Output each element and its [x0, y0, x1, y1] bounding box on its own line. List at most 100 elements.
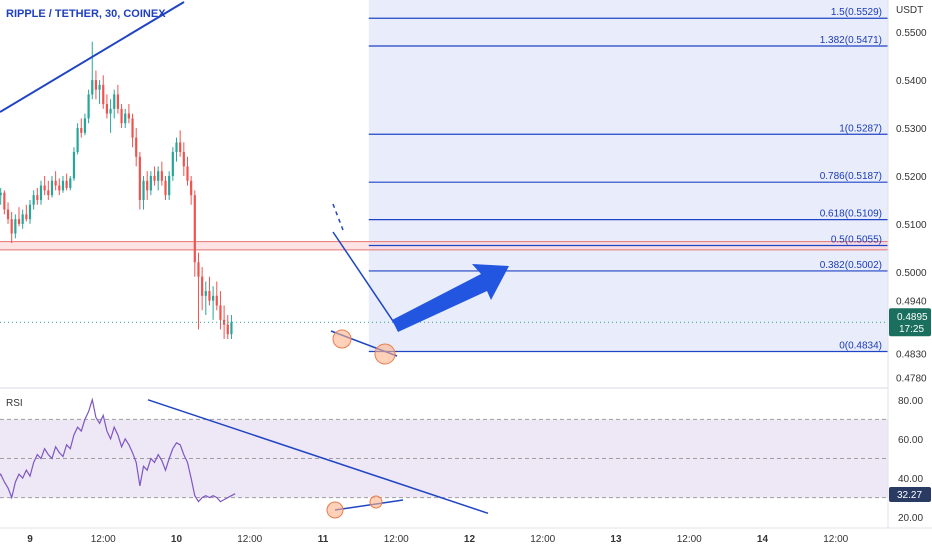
rsi-tick-label: 20.00: [898, 513, 923, 524]
uptrend-line: [0, 1, 185, 113]
candle-body: [25, 214, 28, 220]
bar-countdown: 17:25: [899, 324, 924, 335]
candle-body: [186, 166, 189, 181]
candle-body: [109, 108, 112, 114]
low-marker-circle: [374, 343, 396, 365]
candle-body: [0, 192, 2, 196]
rsi-levels: [0, 418, 888, 499]
price-pane[interactable]: 1.5(0.5529) 1.382(0.5471) 1(0.5287) 0.786(0…: [0, 0, 889, 365]
candle-body: [208, 291, 211, 301]
candle-body: [142, 180, 145, 200]
candle-body: [135, 137, 138, 157]
candle-body: [76, 128, 79, 153]
candle-body: [65, 180, 68, 188]
price-tick-label: 0.5000: [896, 268, 927, 279]
candle-body: [50, 180, 54, 196]
time-tick-label: 12: [464, 534, 476, 545]
candle-body: [131, 118, 134, 138]
low-marker-circle: [332, 329, 352, 349]
rsi-tick-label: 80.00: [898, 396, 923, 407]
candle-body: [80, 128, 83, 133]
time-tick-label: 12:00: [677, 534, 702, 545]
candle-body: [153, 175, 156, 181]
time-tick-label: 12:00: [237, 534, 262, 545]
candle-body: [175, 142, 178, 153]
candle-body: [171, 152, 174, 176]
candle-body: [219, 305, 222, 320]
time-tick-label: 14: [757, 534, 769, 545]
candle-body: [164, 180, 167, 196]
rsi-pane[interactable]: [0, 397, 888, 519]
rsi-tick-label: 60.00: [898, 435, 923, 446]
candle-body: [201, 276, 204, 296]
candlestick-series: [0, 41, 233, 340]
current-price-badge: 0.4895 17:25: [889, 308, 931, 337]
time-tick-label: 9: [27, 534, 33, 545]
price-tick-label: 0.5400: [896, 76, 927, 87]
time-tick-label: 12:00: [823, 534, 848, 545]
price-axis[interactable]: 0.5500 0.5400 0.5300 0.5200 0.5100 0.5000 0.49…: [896, 28, 927, 384]
candle-body: [47, 190, 50, 196]
candle-body: [160, 171, 163, 181]
candle-body: [28, 204, 32, 220]
candle-body: [43, 185, 46, 191]
fib-level-label: 0(0.4834): [839, 340, 882, 351]
candle-body: [6, 209, 10, 220]
candle-body: [58, 185, 61, 191]
candle-body: [116, 94, 119, 109]
candle-body: [102, 84, 105, 105]
candle-body: [182, 152, 185, 167]
candle-body: [87, 94, 90, 119]
trend-drawings[interactable]: [0, 1, 888, 365]
rsi-tick-label: 40.00: [898, 474, 923, 485]
candle-body: [69, 178, 72, 188]
time-axis[interactable]: 9 12:00 10 12:00 11 12:00 12 12:00 13 12:00 14 12:0…: [27, 534, 848, 545]
candle-body: [72, 152, 76, 179]
time-tick-label: 12:00: [91, 534, 116, 545]
candle-body: [120, 108, 123, 124]
rsi-low-circle: [369, 495, 383, 509]
rsi-low-circle: [326, 501, 344, 519]
candle-body: [83, 118, 87, 133]
candle-body: [212, 295, 215, 301]
fib-level-label: 1.382(0.5471): [820, 35, 882, 46]
candle-body: [14, 219, 17, 234]
candle-body: [91, 80, 94, 95]
time-tick-label: 12:00: [530, 534, 555, 545]
candle-body: [230, 322, 233, 335]
price-badge-bg: [889, 308, 931, 337]
candle-body: [124, 113, 127, 124]
candle-body: [21, 214, 24, 224]
candle-body: [61, 180, 65, 191]
candle-body: [190, 180, 193, 196]
time-tick-label: 13: [610, 534, 622, 545]
fib-level-label: 0.382(0.5002): [820, 260, 882, 271]
fibonacci-levels[interactable]: 1.5(0.5529) 1.382(0.5471) 1(0.5287) 0.786(0…: [368, 7, 888, 353]
candle-body: [127, 113, 130, 119]
fib-level-label: 0.5(0.5055): [831, 235, 882, 246]
candle-body: [226, 324, 229, 335]
rsi-axis[interactable]: 80.00 60.00 40.00 20.00: [898, 396, 923, 524]
candle-body: [36, 195, 39, 200]
candle-body: [94, 80, 98, 90]
candle-body: [204, 291, 207, 296]
candle-body: [197, 262, 200, 277]
price-tick-label: 0.4830: [896, 349, 927, 360]
bullish-arrow: [392, 264, 509, 332]
candle-body: [179, 142, 182, 153]
candle-body: [149, 175, 152, 191]
price-tick-label: 0.4780: [896, 373, 927, 384]
rsi-divergence-line: [334, 499, 404, 511]
price-tick-label: 0.4940: [896, 297, 927, 308]
candle-body: [215, 295, 218, 306]
candle-body: [138, 156, 141, 200]
price-axis-unit: USDT: [896, 5, 923, 16]
candle-body: [168, 175, 171, 196]
rsi-label: RSI: [6, 398, 23, 409]
candle-body: [157, 171, 160, 181]
candle-body: [10, 219, 13, 234]
price-tick-label: 0.5200: [896, 172, 927, 183]
price-tick-label: 0.5500: [896, 28, 927, 39]
rsi-downtrend-line: [147, 399, 489, 515]
